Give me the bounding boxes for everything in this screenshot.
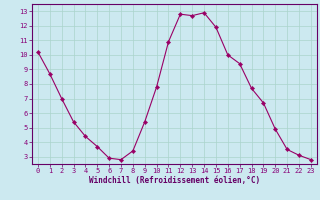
X-axis label: Windchill (Refroidissement éolien,°C): Windchill (Refroidissement éolien,°C) xyxy=(89,176,260,185)
